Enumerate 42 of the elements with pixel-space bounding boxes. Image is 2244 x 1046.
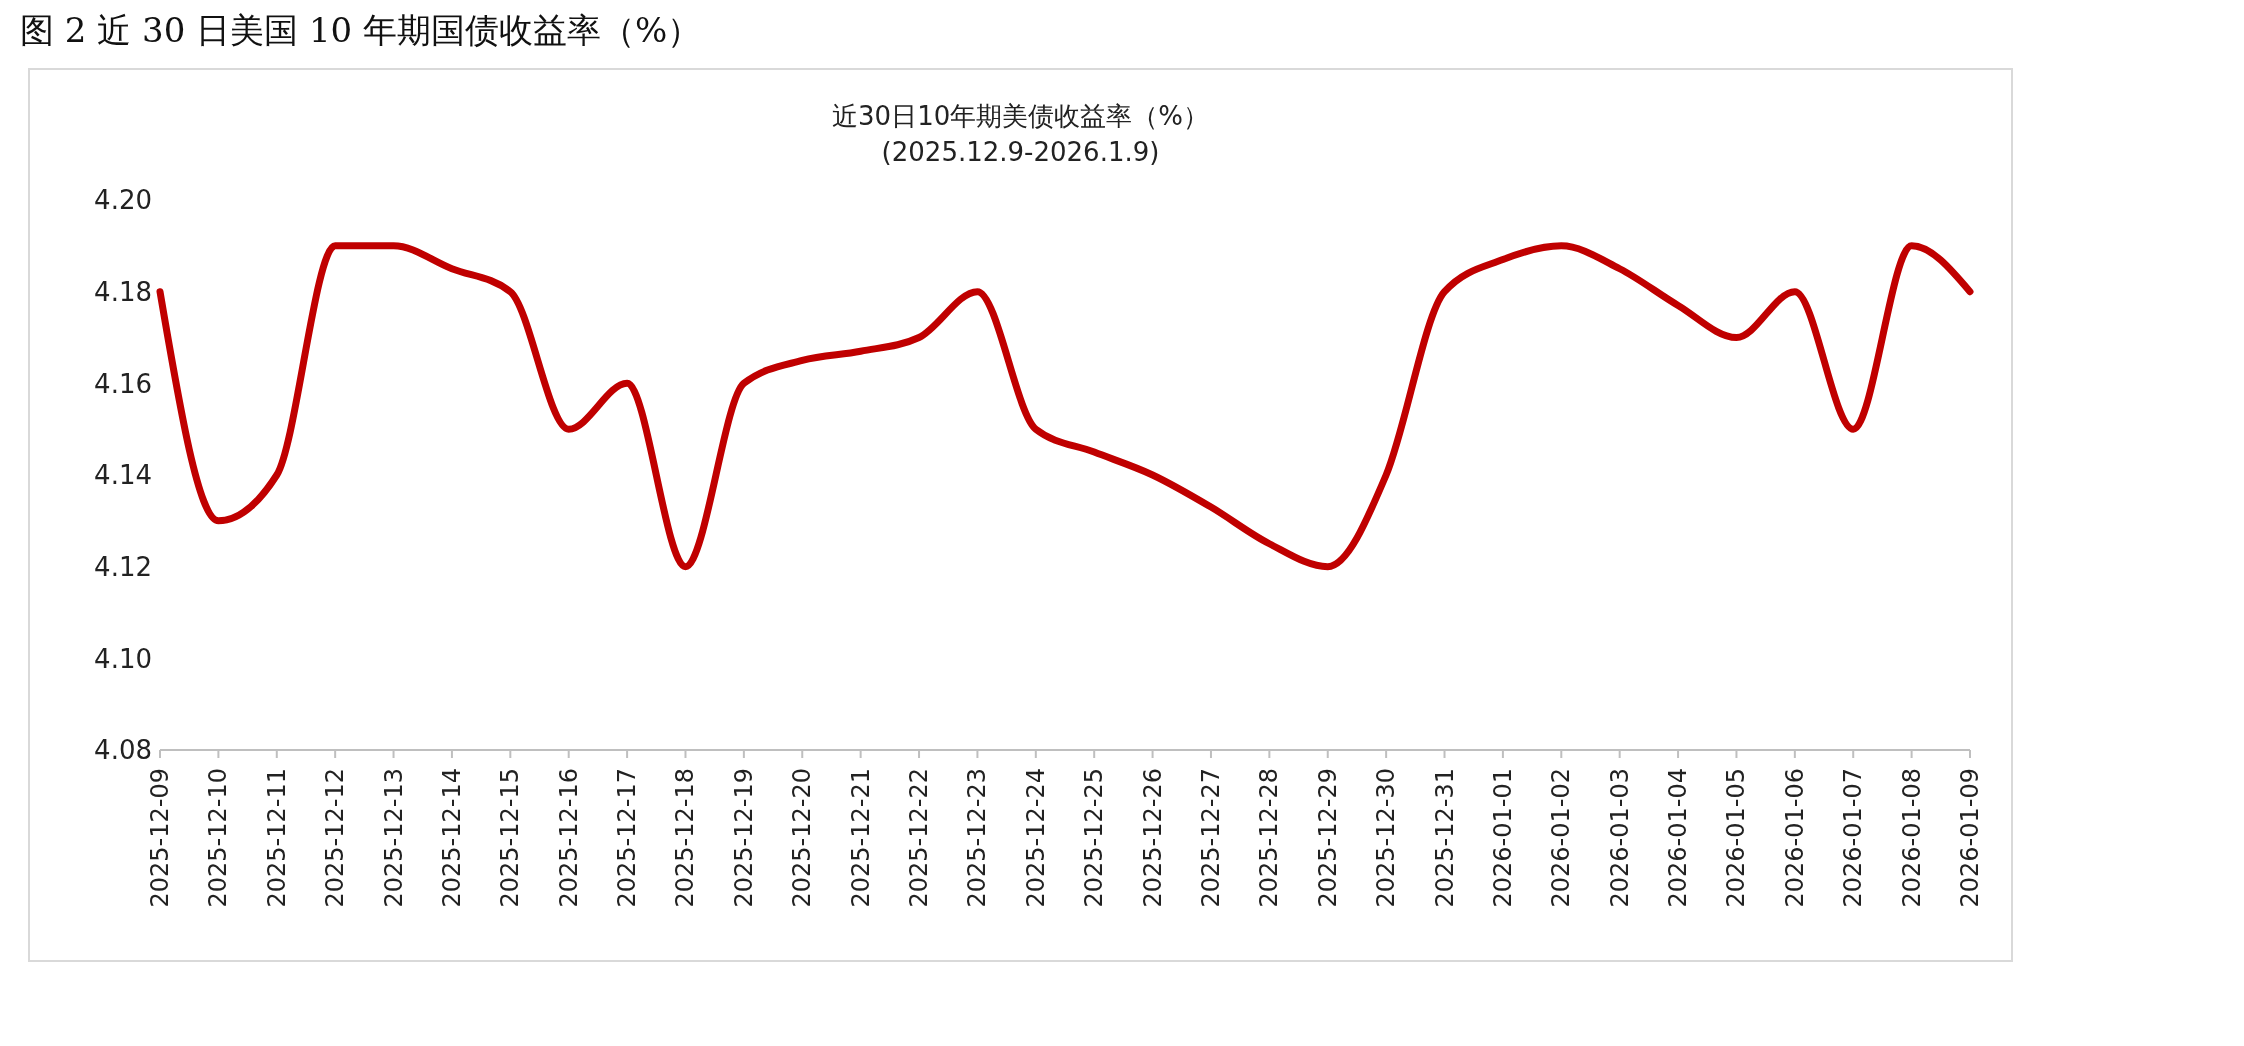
x-tick-label: 2025-12-23: [963, 768, 992, 908]
x-tick-label: 2026-01-03: [1605, 768, 1634, 908]
x-tick-label: 2025-12-12: [321, 768, 350, 908]
y-tick-label: 4.14: [94, 460, 152, 491]
x-tick-label: 2025-12-21: [846, 768, 875, 908]
x-tick-label: 2025-12-29: [1313, 768, 1342, 908]
y-tick-label: 4.16: [94, 368, 152, 399]
x-tick-label: 2026-01-08: [1897, 768, 1926, 908]
x-tick-label: 2025-12-14: [437, 768, 466, 908]
x-tick-label: 2025-12-19: [729, 768, 758, 908]
x-tick-label: 2025-12-28: [1255, 768, 1284, 908]
x-tick-label: 2025-12-20: [788, 768, 817, 908]
chart-title: 图 2 近 30 日美国 10 年期国债收益率（%）: [19, 9, 703, 52]
y-tick-label: 4.12: [94, 551, 152, 582]
x-tick-label: 2025-12-11: [262, 768, 291, 908]
x-tick-label: 2026-01-01: [1488, 768, 1517, 908]
x-tick-label: 2025-12-18: [671, 768, 700, 908]
x-tick-label: 2026-01-04: [1664, 768, 1693, 908]
x-tick-label: 2025-12-09: [146, 768, 174, 908]
y-tick-label: 4.10: [94, 643, 152, 674]
y-tick-label: 4.08: [94, 735, 152, 766]
y-tick-label: 4.18: [94, 276, 152, 307]
x-tick-label: 2025-12-30: [1372, 768, 1401, 908]
x-tick-label: 2025-12-16: [554, 768, 583, 908]
x-tick-label: 2025-12-22: [905, 768, 934, 908]
x-tick-label: 2026-01-02: [1547, 768, 1576, 908]
x-tick-label: 2025-12-24: [1021, 768, 1050, 908]
x-tick-label: 2025-12-15: [496, 768, 525, 908]
x-tick-label: 2025-12-26: [1138, 768, 1167, 908]
x-tick-label: 2025-12-17: [613, 768, 642, 908]
x-tick-label: 2026-01-07: [1839, 768, 1868, 908]
x-tick-label: 2026-01-06: [1780, 768, 1809, 908]
x-tick-label: 2025-12-13: [379, 768, 408, 908]
x-tick-label: 2026-01-05: [1722, 768, 1751, 908]
chart-subtitle: 近30日10年期美债收益率（%）: [831, 100, 1210, 133]
y-tick-label: 4.20: [94, 185, 152, 216]
x-tick-label: 2025-12-25: [1080, 768, 1109, 908]
x-tick-label: 2026-01-09: [1956, 768, 1984, 908]
text: (2025.12.9-2026.1.9): [880, 136, 1161, 169]
x-tick-label: 2025-12-27: [1196, 768, 1225, 908]
x-tick-label: 2025-12-10: [204, 768, 233, 908]
x-tick-label: 2025-12-31: [1430, 768, 1459, 908]
